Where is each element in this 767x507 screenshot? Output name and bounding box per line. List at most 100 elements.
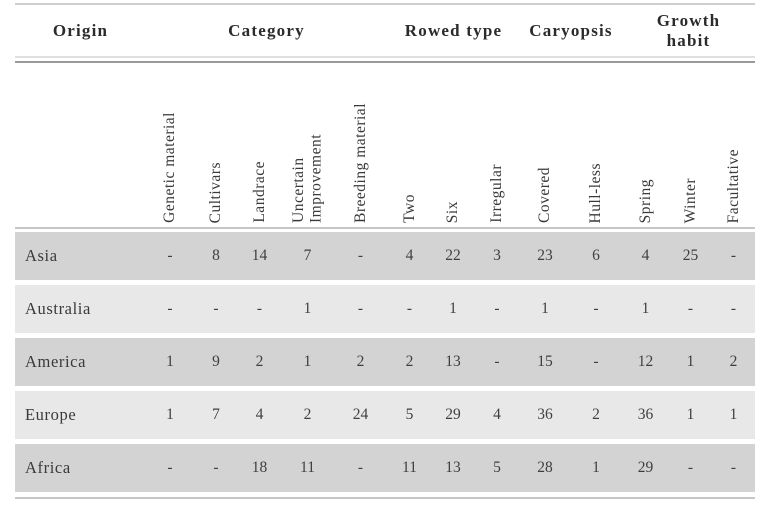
value-cell: 5 <box>493 459 501 476</box>
value-cell: - <box>357 247 364 264</box>
value-cell: 12 <box>637 353 654 370</box>
column-label-winter: Winter <box>681 177 699 223</box>
origin-cell: Australia <box>25 299 91 318</box>
value-cell: - <box>687 300 694 317</box>
column-label-breeding-material-cell: Breeding material <box>334 63 387 227</box>
column-labels-row: Genetic material Cultivars Landrace Unce… <box>15 63 755 229</box>
value-cell: - <box>730 300 737 317</box>
group-header-origin-label: Origin <box>52 20 109 40</box>
header-rule-dark <box>15 61 755 63</box>
table-bottom-rule <box>15 497 755 499</box>
value-cell: 15 <box>537 353 553 370</box>
value-cell: 29 <box>445 406 461 423</box>
column-label-hull-less: Hull-less <box>587 162 605 223</box>
origin-cell: Europe <box>25 405 77 424</box>
value-cell: - <box>213 300 219 317</box>
value-cell: 25 <box>682 247 699 264</box>
column-label-two: Two <box>400 194 418 223</box>
value-cell: - <box>730 247 737 264</box>
table-row-europe: Europe 1 7 4 2 24 5 29 4 36 2 36 1 1 <box>15 391 755 439</box>
value-cell: - <box>593 353 599 370</box>
value-cell: 2 <box>255 353 264 370</box>
column-label-spring-cell: Spring <box>622 63 669 227</box>
value-cell: - <box>494 300 500 317</box>
value-cell: 29 <box>637 459 654 476</box>
value-cell: 1 <box>449 300 457 317</box>
value-cell: 1 <box>729 406 738 423</box>
origin-cell: Africa <box>25 458 71 477</box>
value-cell: 2 <box>405 353 414 370</box>
group-header-caryopsis-label: Caryopsis <box>529 20 613 40</box>
column-label-facultative: Facultative <box>724 148 742 223</box>
value-cell: - <box>357 459 364 476</box>
column-label-spring: Spring <box>636 178 654 223</box>
value-cell: 18 <box>251 459 268 476</box>
value-cell: 9 <box>212 353 220 370</box>
group-header-rowed-type: Rowed type <box>387 5 520 56</box>
value-cell: - <box>167 247 173 264</box>
column-label-covered: Covered <box>536 166 554 223</box>
value-cell: - <box>167 300 173 317</box>
value-cell: 2 <box>729 353 738 370</box>
column-label-genetic-material: Genetic material <box>161 112 179 223</box>
group-header-category: Category <box>146 5 387 56</box>
value-cell: 22 <box>445 247 461 264</box>
value-cell: 13 <box>445 353 461 370</box>
value-cell: 4 <box>493 406 501 423</box>
value-cell: 13 <box>445 459 461 476</box>
value-cell: 6 <box>592 247 600 264</box>
value-cell: 4 <box>405 247 414 264</box>
value-cell: 23 <box>537 247 553 264</box>
value-cell: 4 <box>255 406 264 423</box>
value-cell: 2 <box>303 406 312 423</box>
group-header-growth-habit: Growth habit <box>622 5 755 56</box>
value-cell: 2 <box>592 406 600 423</box>
table-row-australia: Australia - - - 1 - - 1 - 1 - 1 - - <box>15 285 755 333</box>
column-label-two-cell: Two <box>387 63 432 227</box>
origin-cell: Asia <box>25 246 58 265</box>
value-cell: 1 <box>303 300 312 317</box>
table-row-america: America 1 9 2 1 2 2 13 - 15 - 12 1 2 <box>15 338 755 386</box>
group-header-origin: Origin <box>15 5 146 56</box>
value-cell: - <box>406 300 413 317</box>
value-cell: 1 <box>303 353 312 370</box>
value-cell: 7 <box>212 406 220 423</box>
value-cell: 36 <box>537 406 553 423</box>
column-label-uncertain-improvement: Uncertain Improvement <box>290 133 325 223</box>
value-cell: - <box>357 300 364 317</box>
column-label-uncertain-improvement-cell: Uncertain Improvement <box>281 63 334 227</box>
value-cell: 1 <box>166 353 174 370</box>
value-cell: 1 <box>166 406 174 423</box>
table-top-rule <box>15 3 755 5</box>
value-cell: - <box>494 353 500 370</box>
column-label-landrace: Landrace <box>250 161 268 223</box>
origin-cell: America <box>25 352 86 371</box>
column-label-six: Six <box>444 200 462 223</box>
header-rule-light <box>15 56 755 58</box>
value-cell: 1 <box>686 353 695 370</box>
value-cell: 24 <box>352 406 369 423</box>
table-row-africa: Africa - - 18 11 - 11 13 5 28 1 29 - - <box>15 444 755 492</box>
column-label-six-cell: Six <box>432 63 474 227</box>
value-cell: 2 <box>356 353 365 370</box>
value-cell: - <box>256 300 263 317</box>
value-cell: - <box>687 459 694 476</box>
column-label-facultative-cell: Facultative <box>712 63 755 227</box>
column-label-irregular-cell: Irregular <box>474 63 520 227</box>
value-cell: 11 <box>300 459 315 476</box>
value-cell: 28 <box>537 459 553 476</box>
column-label-spacer <box>15 63 146 227</box>
value-cell: 4 <box>641 247 650 264</box>
value-cell: - <box>167 459 173 476</box>
group-header-growth-habit-label: Growth habit <box>656 10 721 50</box>
value-cell: 11 <box>402 459 417 476</box>
value-cell: 7 <box>303 247 312 264</box>
value-cell: - <box>593 300 599 317</box>
value-cell: 14 <box>251 247 268 264</box>
value-cell: 36 <box>637 406 654 423</box>
value-cell: 1 <box>592 459 600 476</box>
group-header-rowed-type-label: Rowed type <box>404 20 503 40</box>
origins-summary-table: Origin Category Rowed type Caryopsis Gro… <box>15 3 755 499</box>
column-label-hull-less-cell: Hull-less <box>570 63 622 227</box>
group-header-caryopsis: Caryopsis <box>520 5 622 56</box>
